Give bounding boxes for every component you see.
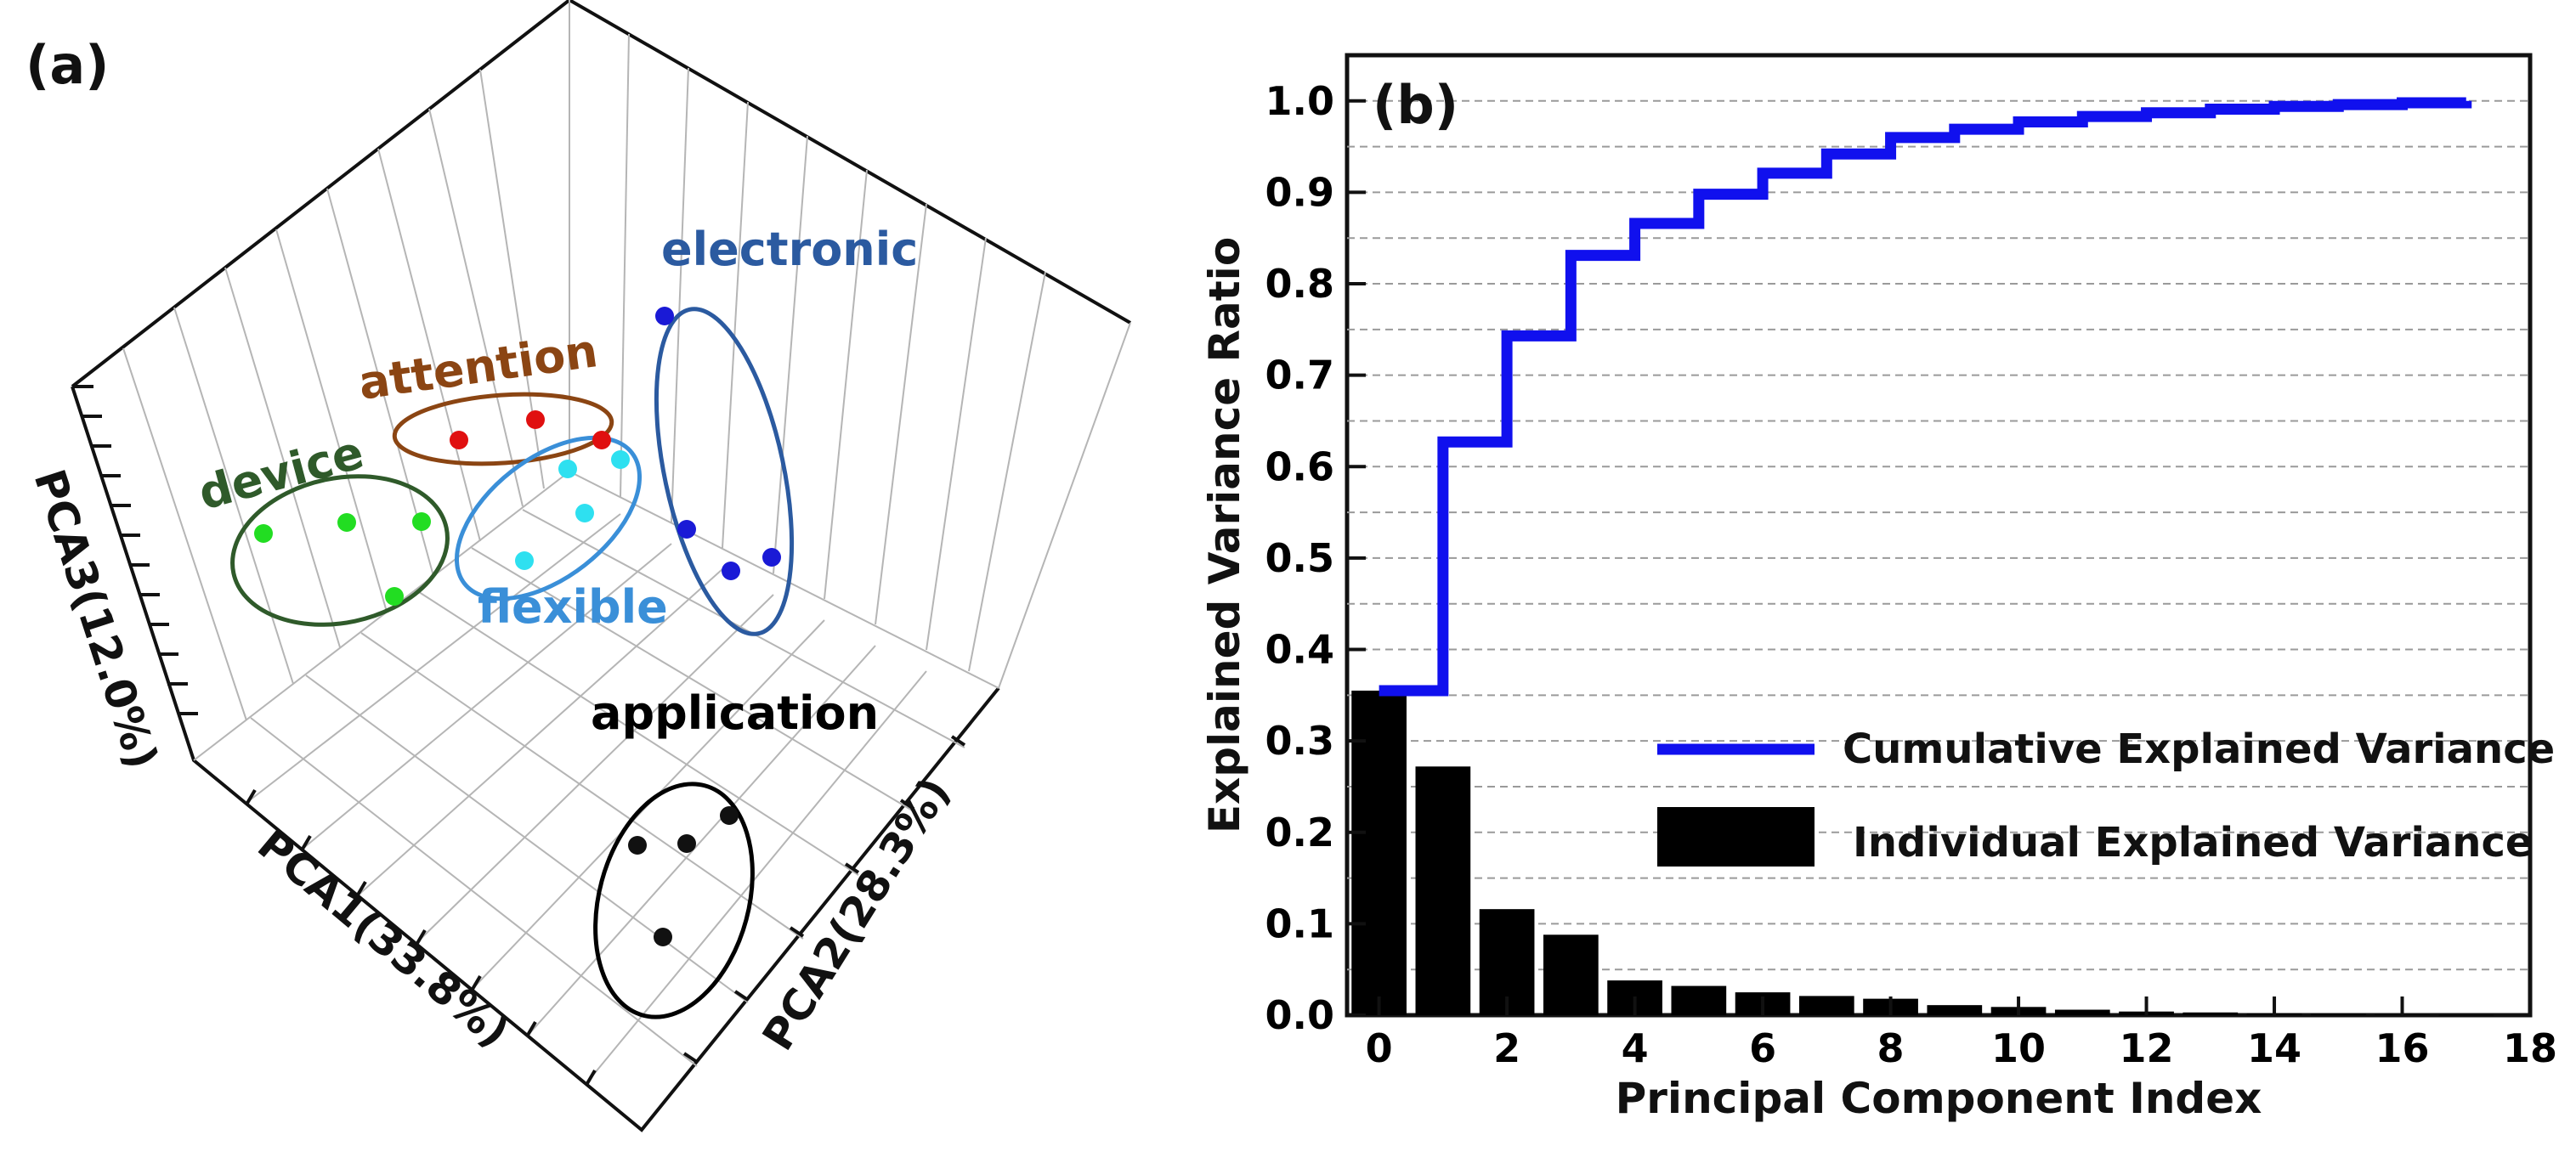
axis-label-pca3: PCA3(12.0%) [25,464,167,775]
bar [1798,996,1854,1015]
y-tick-label: 0.3 [1265,718,1335,764]
ellipse-attention [392,392,614,466]
y-tick-label: 0.5 [1265,535,1335,581]
individual-variance-bars [1351,690,2494,1016]
ellipse-electronic [654,307,795,636]
x-tick-label: 0 [1366,1025,1393,1071]
panel-b-label: (b) [1373,74,1458,136]
cumulative-variance-line [1379,97,2472,697]
cluster-label-application: application [591,686,879,740]
point-electronic [655,307,674,325]
bar [2054,1009,2110,1015]
x-tick-label: 2 [1493,1025,1520,1071]
bar [1415,766,1471,1015]
cluster-points [254,307,781,946]
cluster-ellipses [230,307,795,1019]
x-tick-label: 14 [2247,1025,2301,1071]
x-tick-label: 4 [1622,1025,1649,1071]
point-attention [526,410,545,429]
point-flexible [515,551,534,570]
point-application [720,806,739,825]
y-axis-title: Explained Variance Ratio [1200,237,1249,833]
point-application [677,834,696,853]
gridlines [1347,99,2530,971]
cluster-label-device: device [193,426,369,521]
panel-a: (a) [25,0,1131,1132]
ellipse-device [230,474,450,627]
legend-swatch-individual [1657,807,1815,867]
legend: Cumulative Explained Variance Individual… [1657,725,2555,867]
ellipse-flexible [454,435,643,601]
point-electronic [762,548,781,567]
cluster-label-electronic: electronic [661,223,918,276]
x-tick-label: 16 [2375,1025,2430,1071]
bar [1351,690,1407,1015]
point-electronic [677,520,696,539]
point-device [385,587,404,606]
y-tick-label: 0.0 [1265,992,1335,1038]
y-tick-label: 0.9 [1265,169,1335,215]
box-top-left-edge [71,0,571,388]
y-tick-label: 1.0 [1265,78,1335,124]
ellipse-application [593,782,755,1019]
box-top-right-edge [569,0,1131,325]
y-tick-label: 0.2 [1265,810,1335,855]
y-tick-label: 0.6 [1265,443,1335,489]
y-tick-label: 0.4 [1265,627,1335,673]
plot-frame [1345,53,2533,1018]
x-tick-label: 8 [1877,1025,1905,1071]
x-tick-label: 10 [1991,1025,2046,1071]
legend-label-individual: Individual Explained Variance [1853,819,2533,867]
bar [1671,985,1727,1015]
panel-b: 0.0 0.1 0.2 0.3 0.4 0.5 0.6 0.7 0.8 0.9 1.0 0 2 4 6 8 1… [1200,53,2557,1123]
3d-axis-ticks [72,385,966,1087]
x-axis-ticks: 0 2 4 6 8 10 12 14 16 18 [1366,996,2557,1071]
legend-label-cumulative: Cumulative Explained Variance [1843,725,2555,773]
axis-label-pca1: PCA1(33.8%) [248,820,518,1058]
x-axis-title: Principal Component Index [1616,1074,2262,1123]
y-tick-label: 0.7 [1265,353,1335,398]
point-flexible [611,450,630,469]
y-tick-label: 0.8 [1265,261,1335,307]
point-flexible [558,460,577,478]
bar [2183,1012,2239,1015]
cluster-label-flexible: flexible [478,580,668,634]
bar [1927,1005,1983,1015]
point-electronic [722,562,740,580]
bar [2438,1014,2494,1016]
x-tick-label: 12 [2120,1025,2174,1071]
panel-a-label: (a) [25,34,110,96]
point-flexible [575,504,594,522]
x-tick-label: 6 [1749,1025,1776,1071]
x-tick-label: 18 [2503,1025,2557,1071]
point-attention [592,431,611,449]
bar [2310,1013,2366,1015]
axis-label-pca2: PCA2(28.3%) [753,769,960,1059]
3d-grid [122,0,1131,1084]
point-application [628,836,647,855]
point-device [412,512,431,531]
point-device [337,513,356,532]
bar [1543,934,1599,1015]
y-axis-ticks: 0.0 0.1 0.2 0.3 0.4 0.5 0.6 0.7 0.8 0.9 1.0 [1265,78,1366,1038]
point-attention [450,431,468,449]
point-device [254,524,273,543]
point-application [654,928,672,946]
y-tick-label: 0.1 [1265,900,1335,946]
